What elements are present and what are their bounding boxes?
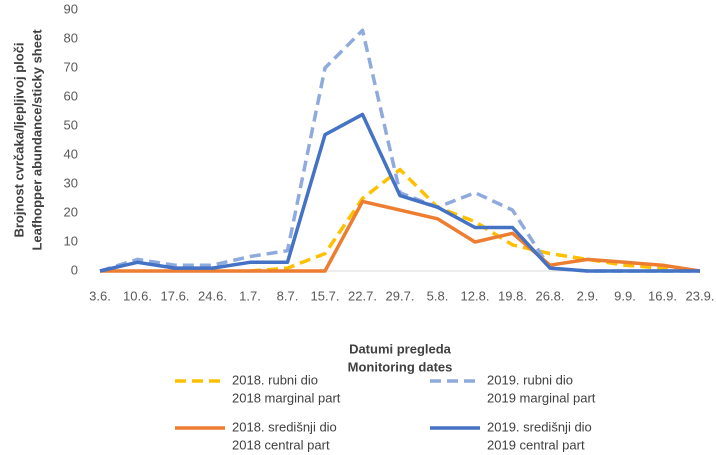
y-tick-label: 10	[64, 233, 78, 248]
legend-label: 2018 central part	[232, 437, 330, 452]
x-tick-label: 15.7.	[311, 288, 340, 303]
x-axis-title: Monitoring dates	[348, 359, 453, 374]
y-tick-label: 90	[64, 1, 78, 16]
x-tick-label: 22.7.	[348, 288, 377, 303]
x-tick-label: 29.7.	[386, 288, 415, 303]
legend: 2018. rubni dio 2018 marginal part 2019. r…	[175, 372, 596, 452]
series-line	[99, 112, 700, 273]
x-tick-label: 19.8.	[498, 288, 527, 303]
legend-label: 2019 central part	[487, 437, 585, 452]
x-tick-label: 24.6.	[198, 288, 227, 303]
legend-label: 2019. središnji dio	[487, 419, 592, 434]
y-tick-label: 80	[64, 30, 78, 45]
x-tick-label: 8.7.	[277, 288, 299, 303]
legend-label: 2018. središnji dio	[232, 419, 337, 434]
y-tick-label: 60	[64, 88, 78, 103]
x-tick-label: 3.6.	[89, 288, 111, 303]
y-axis-title-line: Leafhopper abundance/sticky sheet	[29, 29, 44, 251]
x-tick-label: 9.9.	[614, 288, 636, 303]
x-axis-title: Datumi pregleda	[349, 341, 452, 356]
y-tick-label: 50	[64, 117, 78, 132]
series-line	[100, 199, 701, 273]
x-tick-label: 12.8.	[461, 288, 490, 303]
legend-label: 2018 marginal part	[232, 390, 341, 405]
series-line	[99, 28, 700, 273]
x-tick-label: 16.9.	[648, 288, 677, 303]
x-tick-label: 26.8.	[536, 288, 565, 303]
x-tick-label: 5.8.	[427, 288, 449, 303]
y-axis-title: Brojnost cvrčaka/ljepljivoj ploči Leafho…	[11, 29, 44, 251]
y-tick-label: 40	[64, 146, 78, 161]
y-tick-label: 70	[64, 59, 78, 74]
legend-label: 2018. rubni dio	[232, 372, 318, 387]
x-tick-label: 23.9.	[686, 288, 715, 303]
x-tick-label: 17.6.	[161, 288, 190, 303]
y-axis-title-line: Brojnost cvrčaka/ljepljivoj ploči	[11, 42, 26, 237]
y-tick-label: 20	[64, 204, 78, 219]
legend-label: 2019 marginal part	[487, 390, 596, 405]
x-tick-label: 2.9.	[577, 288, 599, 303]
y-tick-label: 0	[71, 262, 78, 277]
series-line	[249, 167, 701, 273]
x-tick-label: 1.7.	[239, 288, 261, 303]
y-tick-label: 30	[64, 175, 78, 190]
legend-label: 2019. rubni dio	[487, 372, 573, 387]
x-tick-label: 10.6.	[123, 288, 152, 303]
